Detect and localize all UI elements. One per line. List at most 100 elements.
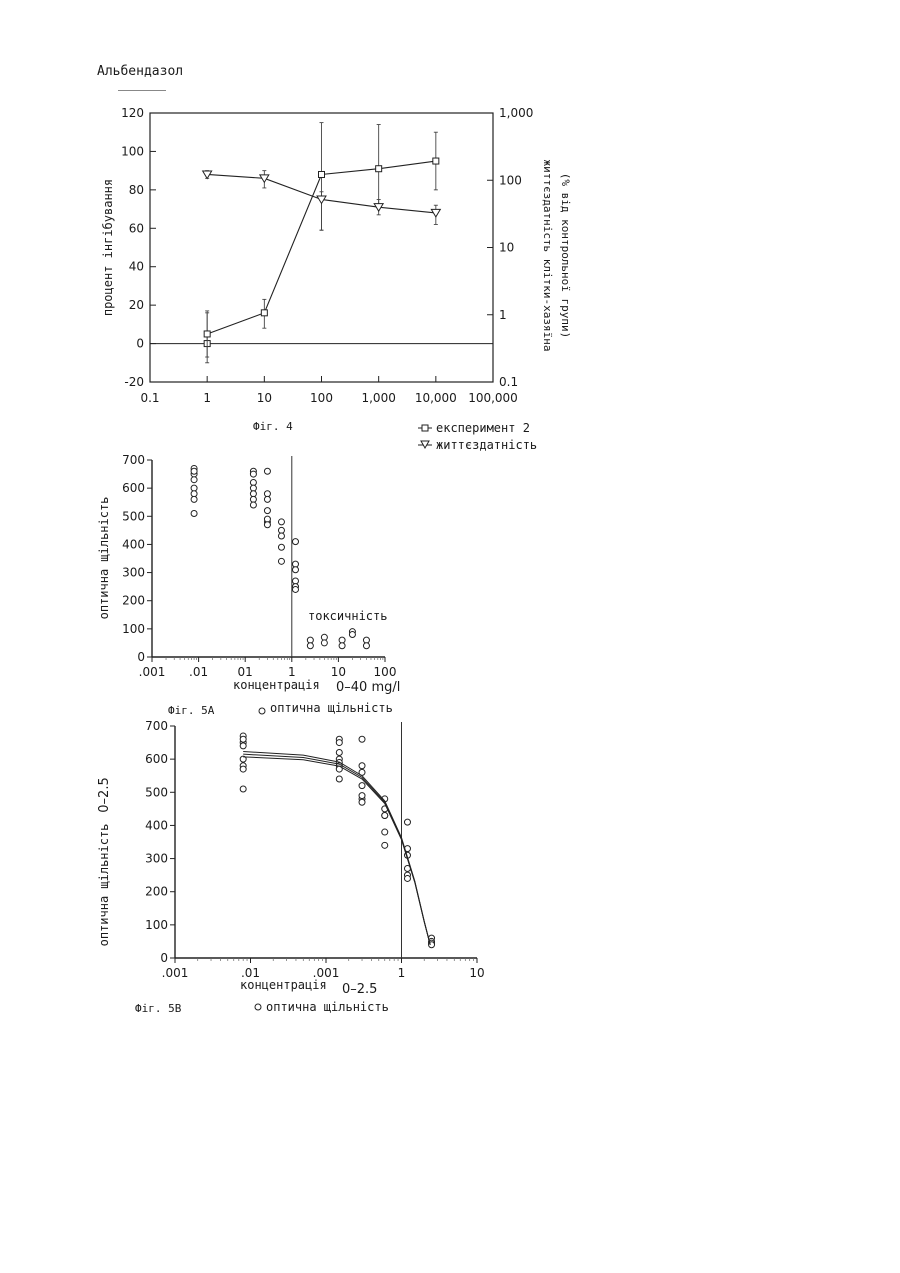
data-point-circle	[359, 736, 365, 742]
data-point-square	[319, 171, 325, 177]
data-point-circle	[292, 539, 298, 545]
data-point-circle	[336, 750, 342, 756]
x-tick-label: 10,000	[415, 391, 457, 405]
y-axis-label: оптична щільність	[97, 824, 111, 947]
data-point-square	[433, 158, 439, 164]
data-point-circle	[264, 496, 270, 502]
x-tick-label: 10	[331, 665, 346, 679]
y2-tick-label: 10	[499, 241, 514, 255]
y-tick-label: 100	[122, 622, 145, 636]
y-tick-label: 500	[145, 785, 168, 799]
x-axis-label: концентрація	[240, 978, 327, 992]
y-tick-label: 0	[136, 337, 144, 351]
legend-label: оптична щільність	[270, 701, 393, 715]
y2-tick-label: 1,000	[499, 106, 533, 120]
x-axis-range-label: 0–40 mg/l	[336, 680, 400, 695]
x-tick-label: 1	[398, 966, 406, 980]
y-axis-label: процент інгібування	[101, 179, 115, 316]
data-point-circle	[264, 516, 270, 522]
x-axis-range-label: 0–2.5	[342, 982, 377, 997]
legend-circle-marker	[259, 708, 265, 714]
y-tick-label: 100	[145, 918, 168, 932]
data-point-circle	[264, 468, 270, 474]
data-point-circle	[292, 586, 298, 592]
data-point-square	[204, 331, 210, 337]
y-tick-label: 40	[129, 260, 144, 274]
figure-caption: Фіг. 4	[253, 420, 293, 433]
data-point-circle	[191, 510, 197, 516]
y2-tick-label: 0.1	[499, 375, 518, 389]
x-tick-label: .01	[189, 665, 208, 679]
x-tick-label: 10	[257, 391, 272, 405]
y-tick-label: 0	[160, 951, 168, 965]
data-point-circle	[359, 783, 365, 789]
data-point-circle	[292, 561, 298, 567]
data-point-circle	[382, 812, 388, 818]
fitted-curve	[243, 757, 430, 945]
figure-5a-chart: 0100200300400500600700.001.0101110100опт…	[0, 440, 900, 720]
data-point-circle	[191, 477, 197, 483]
data-point-circle	[307, 637, 313, 643]
data-point-circle	[240, 786, 246, 792]
data-point-circle	[278, 558, 284, 564]
y-tick-label: 300	[145, 852, 168, 866]
legend-label: оптична щільність	[266, 1000, 389, 1014]
data-point-circle	[307, 643, 313, 649]
legend-square-marker	[422, 425, 428, 431]
data-point-circle	[278, 533, 284, 539]
data-point-circle	[321, 640, 327, 646]
data-point-circle	[240, 766, 246, 772]
y-tick-label: 100	[121, 144, 144, 158]
y-tick-label: 60	[129, 221, 144, 235]
y-tick-label: 600	[145, 752, 168, 766]
y-tick-label: 80	[129, 183, 144, 197]
figure-4-chart: -200204060801001200.11101001,00010,00010…	[0, 0, 900, 460]
data-point-circle	[191, 496, 197, 502]
data-point-circle	[339, 637, 345, 643]
x-tick-label: 1,000	[361, 391, 395, 405]
data-point-circle	[250, 485, 256, 491]
data-point-circle	[336, 776, 342, 782]
x-tick-label: 0.1	[140, 391, 159, 405]
y-tick-label: 700	[122, 453, 145, 467]
y2-tick-label: 100	[499, 173, 522, 187]
y2-tick-label: 1	[499, 308, 507, 322]
y-tick-label: 300	[122, 566, 145, 580]
data-point-circle	[250, 471, 256, 477]
x-tick-label: 1	[288, 665, 296, 679]
data-point-circle	[292, 567, 298, 573]
data-point-circle	[363, 637, 369, 643]
data-point-circle	[382, 842, 388, 848]
data-point-circle	[359, 793, 365, 799]
legend-label: експеримент 2	[436, 421, 530, 435]
data-point-circle	[292, 578, 298, 584]
y-tick-label: 400	[145, 818, 168, 832]
y-tick-label: 500	[122, 509, 145, 523]
data-point-circle	[191, 468, 197, 474]
data-point-circle	[349, 631, 355, 637]
x-tick-label: 100	[374, 665, 397, 679]
y-tick-label: 600	[122, 481, 145, 495]
y-axis-range-label: 0–2.5	[97, 777, 112, 812]
data-point-circle	[339, 643, 345, 649]
data-point-circle	[363, 643, 369, 649]
data-point-circle	[250, 496, 256, 502]
y-tick-label: 120	[121, 106, 144, 120]
data-point-circle	[250, 491, 256, 497]
y-tick-label: 0	[137, 650, 145, 664]
data-point-circle	[404, 875, 410, 881]
annotation-toxicity: токсичність	[308, 609, 387, 623]
x-tick-label: .001	[162, 966, 189, 980]
figure-5b-chart: 0100200300400500600700.001.01.001110опти…	[0, 715, 900, 1025]
data-point-circle	[359, 763, 365, 769]
data-point-circle	[240, 736, 246, 742]
y2-axis-label: життєздатність клітки-хазяїна	[541, 159, 554, 351]
data-point-circle	[264, 491, 270, 497]
data-point-circle	[191, 491, 197, 497]
y-tick-label: 200	[122, 594, 145, 608]
figure-caption: Фіг. 5В	[135, 1002, 182, 1015]
data-point-circle	[404, 819, 410, 825]
data-point-circle	[240, 743, 246, 749]
y-tick-label: 400	[122, 537, 145, 551]
data-point-circle	[336, 740, 342, 746]
